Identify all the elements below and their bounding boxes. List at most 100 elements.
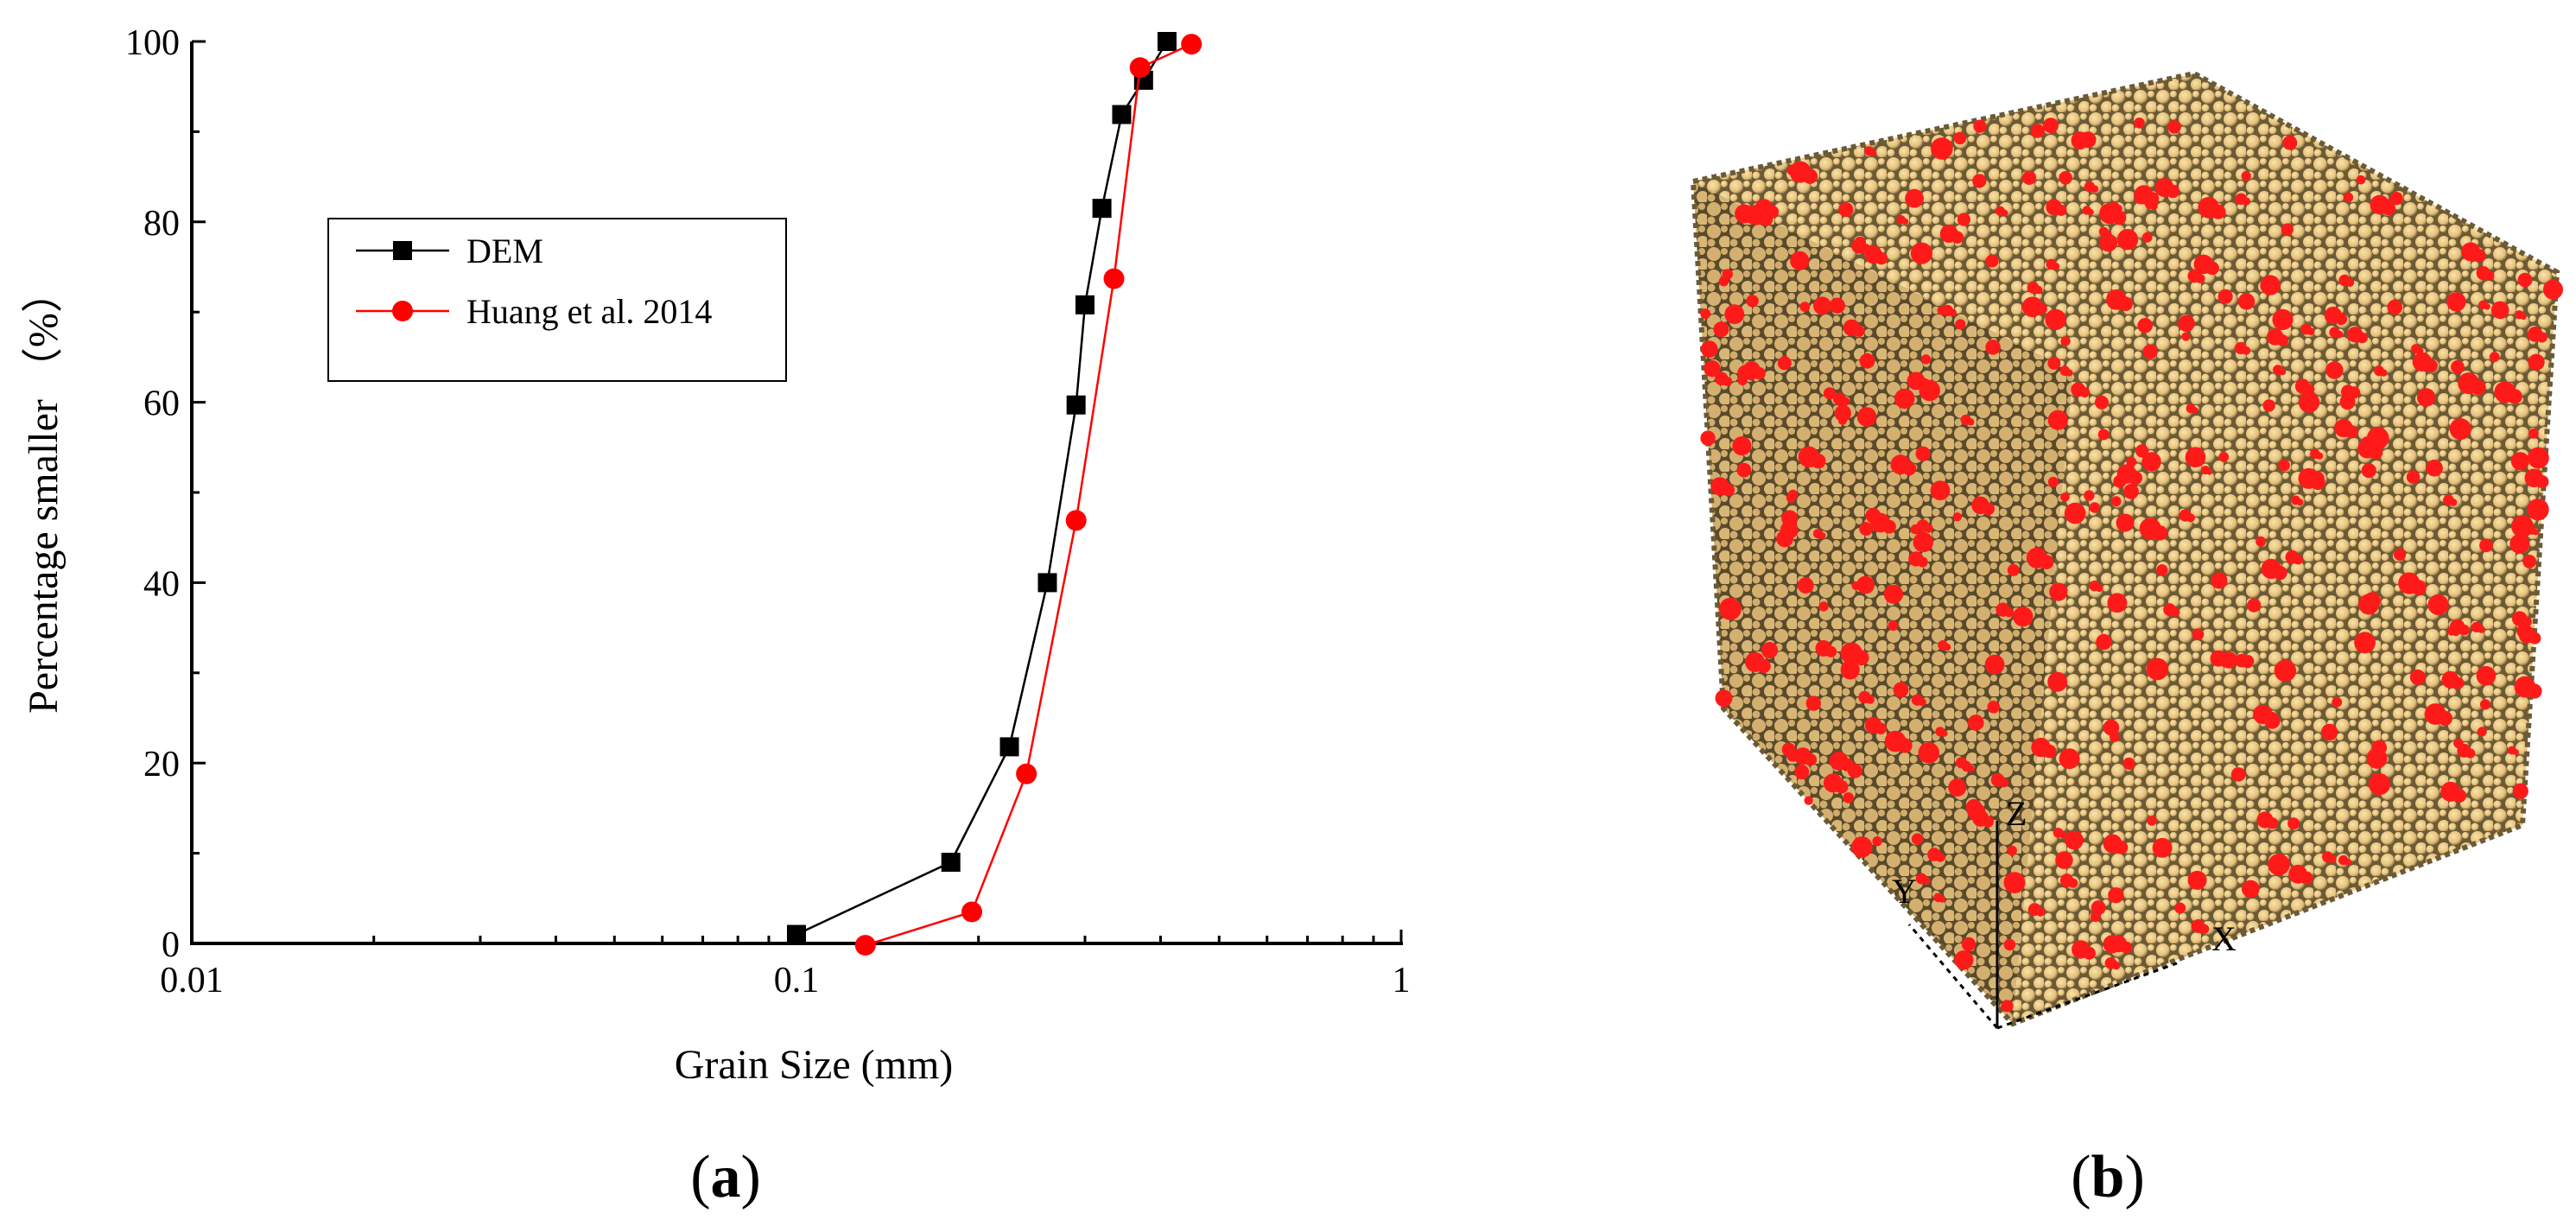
highlighted-particle [1865, 695, 1875, 704]
highlighted-particle [2366, 747, 2388, 769]
highlighted-particle [2103, 935, 2122, 954]
highlighted-particle [1718, 276, 1729, 287]
highlighted-particle [1859, 352, 1875, 369]
highlighted-particle [2071, 131, 2090, 150]
highlighted-particle [2089, 502, 2100, 513]
highlighted-particle [2156, 564, 2168, 576]
panel-a-chart: 0 20 40 60 80 100 0.01 0.1 1 Grain Size (mm) Pe… [21, 23, 1411, 1210]
highlighted-particle [2429, 712, 2437, 720]
highlighted-particle [1794, 765, 1810, 780]
legend-label: Huang et al. 2014 [466, 292, 712, 331]
highlighted-particle [2091, 185, 2099, 194]
highlighted-particle [1856, 407, 1877, 427]
highlighted-particle [1799, 302, 1811, 312]
highlighted-particle [2344, 858, 2351, 866]
highlighted-particle [2091, 900, 2106, 916]
highlighted-particle [2237, 293, 2256, 310]
highlighted-particle [2507, 389, 2522, 404]
series-dem [787, 32, 1177, 944]
highlighted-particle [2264, 711, 2279, 726]
highlighted-particle [1918, 698, 1926, 707]
highlighted-particle [1953, 131, 1967, 145]
data-point [941, 853, 961, 873]
highlighted-particle [2152, 837, 2173, 858]
triad-label-x: X [2211, 919, 2237, 958]
panel-b-label: (b) [2071, 1144, 2145, 1210]
data-point [1157, 32, 1177, 51]
highlighted-particle [2380, 369, 2388, 377]
highlighted-particle [2192, 407, 2198, 414]
highlighted-particle [2111, 961, 2121, 970]
highlighted-particle [2230, 767, 2246, 782]
legend-label: DEM [466, 232, 543, 270]
highlighted-particle [2242, 197, 2251, 206]
highlighted-particle [2097, 429, 2110, 441]
highlighted-particle [2528, 428, 2539, 439]
highlighted-particle [1700, 430, 1716, 446]
highlighted-particle [1922, 877, 1931, 886]
highlighted-particle [2382, 201, 2395, 216]
highlighted-particle [2328, 854, 2337, 863]
highlighted-particle [2304, 384, 2315, 395]
highlighted-particle [1736, 462, 1752, 478]
highlighted-particle [1802, 168, 1818, 184]
highlighted-particle [2122, 757, 2135, 771]
highlighted-particle [1715, 689, 1733, 708]
highlighted-particle [1917, 556, 1928, 568]
highlighted-particle [2424, 359, 2438, 373]
y-axis-ticks [192, 40, 206, 945]
highlighted-particle [1913, 531, 1933, 553]
highlighted-particle [2241, 170, 2251, 181]
highlighted-particle [2489, 352, 2500, 363]
highlighted-particle [2116, 513, 2135, 532]
highlighted-particle [2465, 748, 2476, 759]
highlighted-particle [1967, 418, 1975, 426]
highlighted-particle [1853, 325, 1865, 337]
highlighted-particle [2003, 872, 2026, 893]
highlighted-particle [1840, 758, 1854, 772]
highlighted-particle [2272, 308, 2294, 330]
highlighted-particle [2247, 598, 2262, 613]
legend-entry: Huang et al. 2014 [356, 292, 712, 331]
highlighted-particle [2316, 452, 2324, 460]
highlighted-particle [2274, 659, 2297, 683]
highlighted-particle [2409, 669, 2426, 685]
highlighted-particle [1804, 753, 1818, 766]
highlighted-particle [2003, 938, 2016, 951]
highlighted-particle [2512, 749, 2519, 755]
highlighted-particle [2047, 671, 2068, 692]
highlighted-particle [1931, 137, 1953, 160]
highlighted-particle [2142, 344, 2158, 359]
highlighted-particle [1920, 354, 1932, 365]
highlighted-particle [2178, 314, 2195, 333]
highlighted-particle [2110, 496, 2122, 507]
highlighted-particle [2039, 555, 2054, 569]
highlighted-particle [1838, 202, 1854, 218]
highlighted-particle [1780, 521, 1799, 539]
series-line [796, 41, 1168, 936]
highlighted-particle [2356, 175, 2366, 185]
triad-label-y: Y [1892, 872, 1917, 911]
highlighted-particle [1955, 319, 1966, 330]
highlighted-particle [1930, 480, 1951, 501]
highlighted-particle [2300, 871, 2313, 885]
highlighted-particle [2479, 538, 2493, 553]
highlighted-particle [2001, 1000, 2014, 1013]
highlighted-particle [2416, 347, 2424, 354]
highlighted-particle [1872, 836, 1882, 847]
highlighted-particle [2171, 607, 2180, 617]
highlighted-particle [2199, 924, 2210, 934]
highlighted-particle [2459, 624, 2470, 636]
legend-entry: DEM [356, 232, 543, 270]
highlighted-particle [1982, 816, 1994, 828]
highlighted-particle [2527, 453, 2537, 462]
highlighted-particle [2166, 184, 2180, 199]
highlighted-particle [2472, 249, 2486, 263]
highlighted-particle [2013, 606, 2034, 627]
highlighted-particle [1756, 659, 1771, 673]
highlighted-particle [1843, 792, 1854, 803]
highlighted-particle [2511, 515, 2534, 538]
highlighted-particle [2341, 384, 2355, 399]
data-series-layer [787, 32, 1202, 956]
highlighted-particle [2167, 120, 2181, 134]
